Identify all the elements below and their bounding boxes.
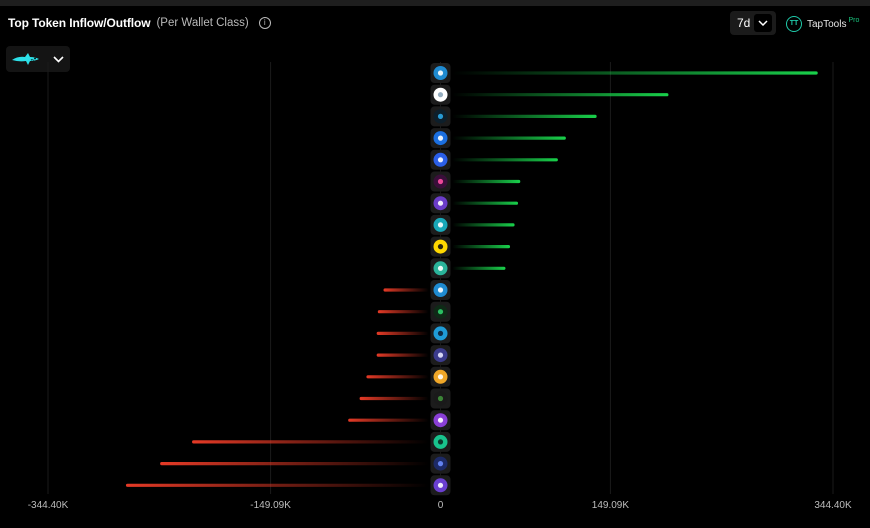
chart-subtitle: (Per Wallet Class) — [156, 17, 249, 29]
pro-badge: Pro — [848, 16, 860, 24]
taptools-logo-icon: TT — [786, 16, 802, 32]
outflow-bar[interactable] — [376, 331, 429, 335]
inflow-bar[interactable] — [452, 114, 597, 118]
wallet-class-select[interactable] — [6, 46, 70, 72]
outflow-bar[interactable] — [377, 310, 429, 314]
inflow-bar[interactable] — [452, 266, 506, 270]
inflow-bar[interactable] — [452, 158, 558, 162]
inflow-bar[interactable] — [452, 223, 515, 227]
blue-coin-token-icon — [430, 149, 451, 170]
outflow-bar[interactable] — [366, 375, 429, 379]
inflow-bar[interactable] — [452, 71, 818, 75]
blue-pixel-token-icon — [430, 63, 451, 83]
white-ring-token-icon — [430, 84, 451, 105]
x-axis: -344.40K -149.09K 0 149.09K 344.40K — [28, 500, 852, 511]
purple-b-token-icon — [430, 193, 451, 214]
yellow-w-token-icon — [430, 236, 451, 257]
outflow-bar[interactable] — [348, 418, 429, 422]
taptools-brand: TT TapTools Pro — [786, 14, 859, 34]
period-select[interactable]: 7d — [730, 11, 776, 35]
inflow-bar[interactable] — [452, 201, 518, 205]
x-tick-label: 0 — [438, 500, 444, 511]
blue-drop-token-icon — [430, 106, 451, 127]
chart-title: Top Token Inflow/Outflow — [8, 16, 151, 30]
outflow-bar[interactable] — [383, 288, 429, 292]
x-tick-label: -149.09K — [250, 500, 291, 511]
shark-icon — [12, 53, 39, 65]
token-icons-layer — [430, 63, 451, 496]
purple-grid-token-icon — [430, 345, 451, 366]
navy-cat-token-icon — [430, 453, 451, 474]
x-tick-label: 344.40K — [814, 500, 852, 511]
blue-bear-token-icon — [430, 323, 451, 344]
period-value: 7d — [737, 16, 751, 30]
green-dollar-token-icon — [430, 431, 451, 452]
blue-hexagon-token-icon — [430, 128, 451, 149]
chevron-down-icon[interactable] — [754, 14, 772, 32]
blue-pixel-token-icon — [430, 280, 451, 300]
inflow-bar[interactable] — [452, 245, 511, 249]
inflow-bar[interactable] — [452, 179, 521, 184]
gold-trophy-token-icon — [430, 366, 451, 387]
outflow-bar[interactable] — [125, 483, 429, 487]
outflow-bar[interactable] — [160, 462, 429, 466]
x-tick-label: 149.09K — [592, 500, 630, 511]
teal-leaf-token-icon — [430, 258, 451, 279]
x-tick-label: -344.40K — [28, 500, 69, 511]
purple-dollar-token-icon — [430, 475, 451, 496]
green-frog-token-icon — [430, 388, 451, 409]
green-d-token-icon — [430, 301, 451, 322]
outflow-bar[interactable] — [359, 396, 429, 401]
pink-figure-token-icon — [430, 171, 451, 192]
inflow-bar[interactable] — [452, 136, 566, 140]
info-icon[interactable]: i — [258, 17, 271, 29]
outflow-bar[interactable] — [376, 353, 429, 357]
outflow-bar[interactable] — [192, 440, 429, 444]
chart-header: Top Token Inflow/Outflow (Per Wallet Cla… — [8, 15, 271, 31]
inflow-bar[interactable] — [452, 93, 669, 97]
gridlines — [47, 62, 834, 494]
purple-bubble-token-icon — [430, 410, 451, 431]
chevron-down-icon[interactable] — [48, 49, 68, 69]
teal-s-token-icon — [430, 214, 451, 235]
brand-name: TapTools — [807, 18, 847, 30]
bars-layer — [125, 71, 818, 487]
top-border — [0, 0, 870, 6]
